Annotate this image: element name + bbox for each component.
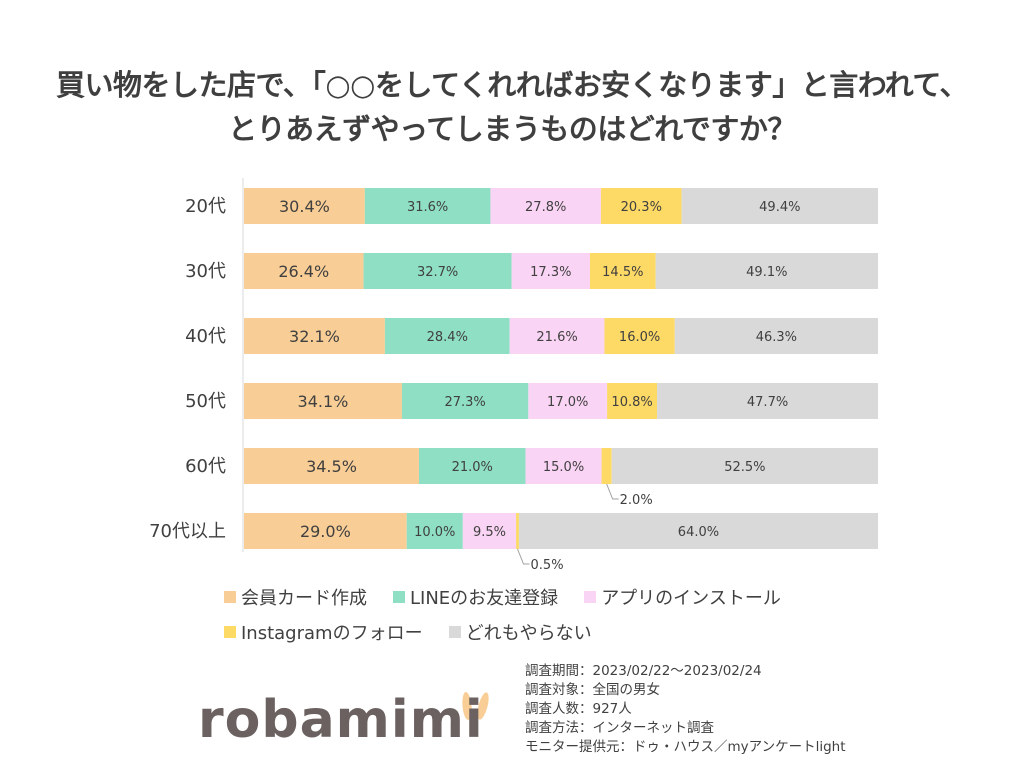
category-label: 70代以上 xyxy=(149,521,226,542)
chart-title-line2: とりあえずやってしまうものはどれですか？ xyxy=(228,112,796,146)
data-label: 15.0% xyxy=(543,460,584,475)
legend-item-4: どれもやらない xyxy=(448,619,592,645)
data-label: 21.0% xyxy=(452,460,493,475)
label-leader-line xyxy=(606,483,619,500)
data-label: 30.4% xyxy=(279,197,330,216)
data-label: 29.0% xyxy=(300,522,351,541)
bar-segment xyxy=(611,448,878,484)
bar-segment xyxy=(418,448,526,484)
legend-item-2: アプリのインストール xyxy=(584,584,781,610)
data-label: 31.6% xyxy=(407,200,448,215)
legend-swatch xyxy=(224,626,236,638)
legend-label: アプリのインストール xyxy=(601,588,781,609)
category-label: 20代 xyxy=(185,196,226,217)
bar-segment xyxy=(490,188,601,224)
bar-segment xyxy=(401,383,529,419)
survey-footnote: 調査期間：2023/02/22～2023/02/24 調査対象：全国の男女 調査… xyxy=(525,662,846,757)
footnote-count: 調査人数：927人 xyxy=(525,701,632,717)
data-label: 10.8% xyxy=(611,395,652,410)
rabbit-ears-icon xyxy=(462,692,489,720)
robamimi-logo: robamimi xyxy=(198,690,484,750)
data-label: 2.0% xyxy=(620,493,653,508)
legend-label: LINEのお友達登録 xyxy=(410,588,559,609)
data-label: 10.0% xyxy=(414,525,455,540)
bar-segment xyxy=(406,513,463,549)
data-label: 49.1% xyxy=(746,265,787,280)
data-label: 32.7% xyxy=(417,265,458,280)
data-label: 34.5% xyxy=(306,457,357,476)
bar-segment xyxy=(244,318,385,354)
chart-title-line1: 買い物をした店で、「○○をしてくれればお安くなります」と言われて、 xyxy=(56,68,968,102)
bar-segment xyxy=(589,253,656,289)
legend-label: Instagramのフォロー xyxy=(241,623,423,644)
bar-segment xyxy=(244,448,419,484)
legend-swatch xyxy=(224,591,236,603)
label-leader-line xyxy=(517,548,530,565)
bar-segment xyxy=(244,253,364,289)
footnote-provider: モニター提供元：ドゥ・ハウス／myアンケートlight xyxy=(525,739,846,755)
bar-segment xyxy=(518,513,878,549)
data-label: 47.7% xyxy=(747,395,788,410)
data-label: 26.4% xyxy=(278,262,329,281)
data-label: 49.4% xyxy=(759,200,800,215)
bar-segment xyxy=(604,318,675,354)
bar-segment xyxy=(364,188,491,224)
data-label: 64.0% xyxy=(678,525,719,540)
bar-segment xyxy=(674,318,878,354)
footnote-period: 調査期間：2023/02/22～2023/02/24 xyxy=(525,663,762,679)
bar-segment xyxy=(655,253,878,289)
data-label: 46.3% xyxy=(756,330,797,345)
data-label: 27.8% xyxy=(525,200,566,215)
data-label: 14.5% xyxy=(602,265,643,280)
bar-segment xyxy=(363,253,512,289)
bar-segment xyxy=(601,448,612,484)
legend-item-3: Instagramのフォロー xyxy=(224,619,423,645)
bar-segment xyxy=(384,318,510,354)
data-label: 17.0% xyxy=(547,395,588,410)
bar-segment xyxy=(528,383,608,419)
bar-segment xyxy=(600,188,682,224)
data-label: 17.3% xyxy=(530,265,571,280)
bar-segment xyxy=(244,188,365,224)
legend-row-1: 会員カード作成 LINEのお友達登録 アプリのインストール xyxy=(224,584,781,610)
bar-segment xyxy=(509,318,605,354)
data-label: 34.1% xyxy=(298,392,349,411)
data-label: 9.5% xyxy=(473,525,506,540)
bar-segment xyxy=(607,383,658,419)
data-label: 27.3% xyxy=(444,395,485,410)
data-label: 16.0% xyxy=(619,330,660,345)
legend-item-1: LINEのお友達登録 xyxy=(393,584,558,610)
legend-swatch xyxy=(393,591,405,603)
bar-segment xyxy=(525,448,602,484)
data-label: 21.6% xyxy=(536,330,577,345)
bar-segment xyxy=(462,513,517,549)
category-label: 30代 xyxy=(185,261,226,282)
bar-segment xyxy=(244,383,402,419)
legend-label: どれもやらない xyxy=(465,623,592,644)
bar-segment xyxy=(681,188,878,224)
data-label: 28.4% xyxy=(427,330,468,345)
category-label: 40代 xyxy=(185,326,226,347)
data-label: 0.5% xyxy=(531,558,564,573)
data-label: 32.1% xyxy=(289,327,340,346)
category-label: 50代 xyxy=(185,391,226,412)
data-label: 52.5% xyxy=(724,460,765,475)
legend-label: 会員カード作成 xyxy=(241,588,367,609)
legend-swatch xyxy=(448,626,461,638)
legend-row-2: Instagramのフォロー どれもやらない xyxy=(224,619,592,645)
bar-segment xyxy=(244,513,407,549)
legend-item-0: 会員カード作成 xyxy=(224,584,367,610)
bar-segment xyxy=(657,383,878,419)
data-label: 20.3% xyxy=(621,200,662,215)
bar-segment xyxy=(516,513,519,549)
category-label: 60代 xyxy=(185,456,226,477)
bar-segment xyxy=(511,253,590,289)
footnote-method: 調査方法：インターネット調査 xyxy=(525,720,714,736)
footnote-target: 調査対象：全国の男女 xyxy=(525,682,660,698)
legend-swatch xyxy=(584,591,597,603)
